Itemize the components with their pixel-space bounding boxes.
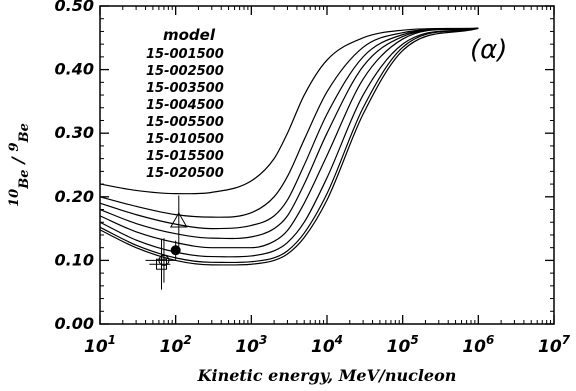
- x-tick-label-exponent: 3: [259, 333, 267, 347]
- y-label-sup1: 10: [7, 189, 22, 207]
- x-tick-label-base: 10: [387, 337, 411, 357]
- series-line-15-004500: [99, 27, 479, 240]
- series-line-15-005500: [99, 27, 479, 249]
- x-tick-label: 104: [311, 333, 343, 357]
- measurement-triangle: [169, 211, 188, 228]
- measurement-square: [156, 258, 168, 270]
- y-axis-label: 10Be / 9Be: [7, 123, 32, 207]
- legend-entry: 15-010500: [146, 132, 224, 147]
- x-tick-label: 105: [387, 333, 419, 357]
- x-tick-label-exponent: 2: [183, 333, 191, 347]
- y-tick-label: 0.40: [55, 60, 94, 79]
- legend-entry: 15-001500: [146, 47, 224, 62]
- y-tick-label: 0.10: [55, 250, 94, 269]
- tick-marks: [99, 5, 555, 325]
- x-tick-label-base: 10: [311, 337, 335, 357]
- series-line-15-002500: [99, 27, 479, 218]
- x-tick-label-base: 10: [462, 337, 486, 357]
- legend-entry: 15-002500: [146, 64, 224, 79]
- x-axis-label: Kinetic energy, MeV/nucleon: [197, 366, 457, 385]
- legend-entry: 15-015500: [146, 149, 224, 164]
- x-tick-label-exponent: 1: [108, 333, 116, 347]
- x-tick-label: 107: [538, 333, 571, 357]
- legend-entry: 15-003500: [146, 81, 224, 96]
- x-tick-label-base: 10: [538, 337, 562, 357]
- y-tick-label: 0.50: [55, 0, 94, 15]
- x-tick-label: 101: [84, 333, 116, 357]
- y-tick-label: 0.20: [55, 187, 94, 206]
- series-line-15-003500: [99, 27, 479, 230]
- legend-entry: 15-004500: [146, 98, 224, 113]
- series-line-15-001500: [99, 27, 479, 195]
- y-label-sub2: Be: [17, 123, 32, 143]
- x-tick-label-base: 10: [235, 337, 259, 357]
- y-label-sub1: Be: [17, 170, 32, 190]
- x-tick-label-exponent: 4: [334, 333, 343, 347]
- legend: 15-001500 15-002500 15-003500 15-004500 15-0…: [146, 47, 224, 181]
- x-tick-label-exponent: 7: [562, 333, 571, 347]
- y-label-sup2: 9: [7, 142, 22, 151]
- y-label-slash: /: [9, 151, 29, 169]
- x-tick-label-base: 10: [160, 337, 184, 357]
- measurement-open-circle: [158, 254, 170, 266]
- y-tick-label: 0.30: [55, 123, 94, 142]
- panel-label: (α): [470, 35, 507, 65]
- y-tick-label: 0.00: [55, 314, 94, 333]
- legend-entry: 15-005500: [146, 115, 224, 130]
- x-tick-label: 103: [235, 333, 267, 357]
- legend-title: model: [163, 26, 216, 44]
- x-tick-label: 102: [160, 333, 192, 357]
- legend-entry: 15-020500: [146, 166, 224, 181]
- x-tick-label-base: 10: [84, 337, 108, 357]
- x-tick-label-exponent: 6: [486, 333, 494, 347]
- x-tick-label-exponent: 5: [410, 333, 418, 347]
- measurement-points: [145, 195, 188, 290]
- x-tick-label: 106: [462, 333, 494, 357]
- measurement-filled-circle: [170, 245, 181, 256]
